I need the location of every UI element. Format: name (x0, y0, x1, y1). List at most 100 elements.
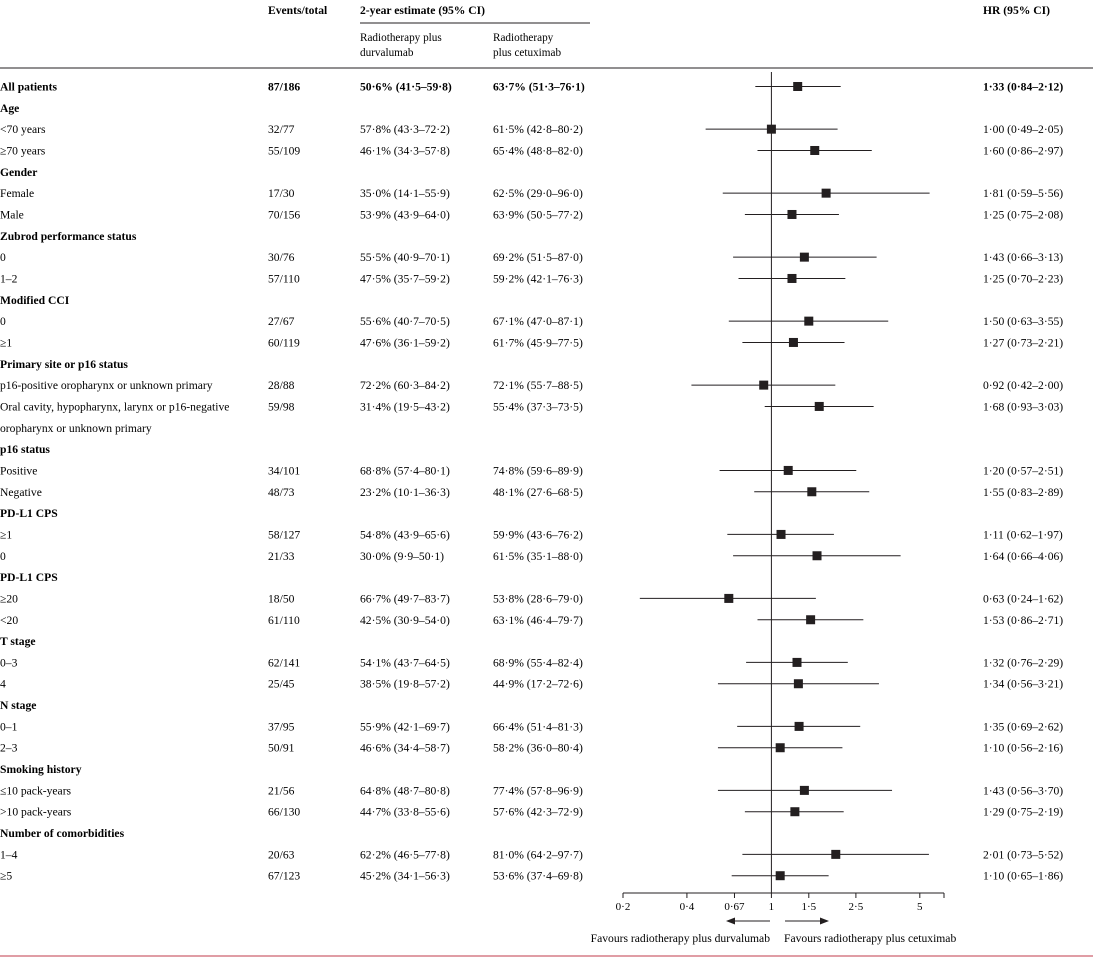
hr-marker (790, 807, 800, 817)
forest-plot-area: 0·2 0·4 0·67 1 1·5 2·5 5 (616, 72, 945, 913)
subgroup-header: Primary site or p16 status (0, 358, 128, 371)
hr-marker (792, 657, 802, 667)
x-tick-label: 2·5 (849, 901, 864, 913)
estimate-cetuximab: 63·1% (46·4–79·7) (493, 614, 583, 627)
events-total: 87/186 (268, 81, 300, 94)
subgroup-header: PD-L1 CPS (0, 507, 58, 520)
events-total: 34/101 (268, 464, 300, 477)
row-label: Oral cavity, hypopharynx, larynx or p16-… (0, 400, 229, 413)
row-label: Female (0, 187, 34, 200)
estimate-cetuximab: 74·8% (59·6–89·9) (493, 464, 583, 477)
row-label: ≥5 (0, 870, 12, 883)
estimate-durvalumab: 66·7% (49·7–83·7) (360, 592, 450, 605)
header-arm2-line2: plus cetuximab (493, 47, 561, 59)
hazard-ratio-text: 1·10 (0·65–1·86) (983, 870, 1063, 883)
row-label: Positive (0, 464, 37, 477)
hr-marker (775, 743, 785, 753)
events-total: 17/30 (268, 187, 295, 200)
estimate-durvalumab: 55·6% (40·7–70·5) (360, 315, 450, 328)
subgroup-header: T stage (0, 635, 36, 648)
hr-marker (783, 465, 793, 475)
row-label: 2–3 (0, 742, 18, 755)
row-label: ≥1 (0, 336, 12, 349)
estimate-cetuximab: 57·6% (42·3–72·9) (493, 806, 583, 819)
events-total: 67/123 (268, 870, 300, 883)
estimate-durvalumab: 44·7% (33·8–55·6) (360, 806, 450, 819)
events-total: 59/98 (268, 400, 295, 413)
row-label: 0–3 (0, 656, 18, 669)
hr-marker (806, 615, 816, 625)
hazard-ratio-text: 1·25 (0·75–2·08) (983, 208, 1063, 221)
events-total: 25/45 (268, 678, 295, 691)
row-label: >10 pack-years (0, 806, 72, 819)
subgroup-header: N stage (0, 699, 36, 712)
favours-left-label: Favours radiotherapy plus durvalumab (591, 932, 771, 945)
header-arm2-line1: Radiotherapy (493, 32, 554, 44)
hazard-ratio-text: 1·33 (0·84–2·12) (983, 81, 1063, 94)
hazard-ratio-text: 1·43 (0·66–3·13) (983, 251, 1063, 264)
hazard-ratio-text: 1·68 (0·93–3·03) (983, 400, 1063, 413)
hazard-ratio-text: 1·55 (0·83–2·89) (983, 486, 1063, 499)
estimate-cetuximab: 77·4% (57·8–96·9) (493, 784, 583, 797)
events-total: 66/130 (268, 806, 300, 819)
hr-marker (788, 337, 798, 347)
hr-marker (776, 529, 786, 539)
row-label: Male (0, 208, 24, 221)
hr-marker (787, 273, 797, 283)
estimate-cetuximab: 63·7% (51·3–76·1) (493, 81, 585, 94)
hr-marker (787, 209, 797, 219)
events-total: 37/95 (268, 720, 295, 733)
hazard-ratio-text: 1·64 (0·66–4·06) (983, 550, 1063, 563)
estimate-cetuximab: 62·5% (29·0–96·0) (493, 187, 583, 200)
estimate-durvalumab: 57·8% (43·3–72·2) (360, 123, 450, 136)
estimate-durvalumab: 23·2% (10·1–36·3) (360, 486, 450, 499)
estimate-cetuximab: 48·1% (27·6–68·5) (493, 486, 583, 499)
row-label: 4 (0, 678, 6, 691)
x-tick-label: 0·2 (616, 901, 631, 913)
table-rows: All patients 87/186 50·6% (41·5–59·8) 63·7%… (0, 81, 1063, 883)
events-total: 21/56 (268, 784, 295, 797)
row-label: 0 (0, 550, 6, 563)
estimate-durvalumab: 54·1% (43·7–64·5) (360, 656, 450, 669)
events-total: 55/109 (268, 144, 300, 157)
row-label: oropharynx or unknown primary (0, 422, 152, 435)
estimate-durvalumab: 68·8% (57·4–80·1) (360, 464, 450, 477)
hazard-ratio-text: 1·50 (0·63–3·55) (983, 315, 1063, 328)
subgroup-header: PD-L1 CPS (0, 571, 58, 584)
header-arm1-line1: Radiotherapy plus (360, 32, 442, 44)
hazard-ratio-text: 1·25 (0·70–2·23) (983, 272, 1063, 285)
hr-marker (831, 849, 841, 859)
estimate-cetuximab: 44·9% (17·2–72·6) (493, 678, 583, 691)
estimate-cetuximab: 66·4% (51·4–81·3) (493, 720, 583, 733)
hr-marker (794, 721, 804, 731)
hr-marker (793, 82, 803, 91)
x-tick-label: 1 (769, 901, 775, 913)
estimate-cetuximab: 55·4% (37·3–73·5) (493, 400, 583, 413)
events-total: 57/110 (268, 272, 300, 285)
x-tick-label: 0·67 (724, 901, 745, 913)
hr-marker (804, 316, 814, 326)
estimate-durvalumab: 38·5% (19·8–57·2) (360, 678, 450, 691)
hazard-ratio-text: 1·81 (0·59–5·56) (983, 187, 1063, 200)
header-arm1-line2: durvalumab (360, 47, 414, 59)
estimate-cetuximab: 67·1% (47·0–87·1) (493, 315, 583, 328)
estimate-durvalumab: 72·2% (60·3–84·2) (360, 379, 450, 392)
header-hr: HR (95% CI) (983, 4, 1050, 17)
row-label: All patients (0, 81, 57, 94)
estimate-durvalumab: 46·6% (34·4–58·7) (360, 742, 450, 755)
hazard-ratio-text: 1·27 (0·73–2·21) (983, 336, 1063, 349)
estimate-cetuximab: 63·9% (50·5–77·2) (493, 208, 583, 221)
row-label: 1–2 (0, 272, 18, 285)
row-label: ≥20 (0, 592, 18, 605)
events-total: 60/119 (268, 336, 300, 349)
row-label: p16-positive oropharynx or unknown prima… (0, 379, 213, 392)
events-total: 62/141 (268, 656, 300, 669)
estimate-cetuximab: 65·4% (48·8–82·0) (493, 144, 583, 157)
estimate-durvalumab: 46·1% (34·3–57·8) (360, 144, 450, 157)
subgroup-header: Smoking history (0, 763, 82, 776)
subgroup-header: Gender (0, 166, 37, 179)
estimate-durvalumab: 50·6% (41·5–59·8) (360, 81, 452, 94)
estimate-cetuximab: 68·9% (55·4–82·4) (493, 656, 583, 669)
events-total: 48/73 (268, 486, 295, 499)
